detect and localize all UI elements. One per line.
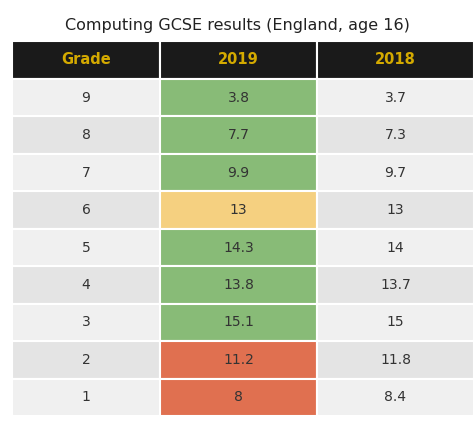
Text: 8: 8 [82,128,91,142]
Text: 6: 6 [82,203,91,217]
Text: 1: 1 [82,390,91,404]
Text: 9: 9 [82,91,91,105]
Bar [160,79,317,116]
Text: 5: 5 [82,241,91,254]
Text: 7.3: 7.3 [384,128,406,142]
Text: 13.8: 13.8 [223,278,254,292]
Bar [160,379,317,416]
Bar [317,116,474,154]
Text: 7.7: 7.7 [228,128,249,142]
Bar [160,116,317,154]
Bar [160,191,317,229]
Bar [317,229,474,266]
Bar [12,229,160,266]
Bar [12,154,160,191]
Bar [12,191,160,229]
Bar [317,191,474,229]
Bar [317,341,474,379]
Text: 11.8: 11.8 [380,353,411,367]
Bar [160,229,317,266]
Text: Grade: Grade [61,52,111,67]
Bar [160,41,317,79]
Bar [160,154,317,191]
Bar [12,266,160,304]
Text: 3.7: 3.7 [384,91,406,105]
Bar [317,379,474,416]
Bar [160,304,317,341]
Text: 14: 14 [387,241,404,254]
Text: 3.8: 3.8 [228,91,249,105]
Bar [317,266,474,304]
Text: 13.7: 13.7 [380,278,411,292]
Bar [12,379,160,416]
Text: 15: 15 [387,315,404,329]
Text: 7: 7 [82,166,91,180]
Text: 8: 8 [234,390,243,404]
Bar [317,41,474,79]
Bar [160,341,317,379]
Text: 9.9: 9.9 [228,166,250,180]
Text: 2: 2 [82,353,91,367]
Bar [160,266,317,304]
Bar [317,79,474,116]
Bar [12,79,160,116]
Text: 11.2: 11.2 [223,353,254,367]
Bar [12,304,160,341]
Bar [12,341,160,379]
Bar [12,41,160,79]
Text: 15.1: 15.1 [223,315,254,329]
Bar [12,116,160,154]
Text: 9.7: 9.7 [384,166,407,180]
Text: 2019: 2019 [218,52,259,67]
Text: 8.4: 8.4 [384,390,407,404]
Text: 13: 13 [387,203,404,217]
Text: Computing GCSE results (England, age 16): Computing GCSE results (England, age 16) [64,18,410,33]
Text: 3: 3 [82,315,91,329]
Bar [317,304,474,341]
Text: 4: 4 [82,278,91,292]
Bar [317,154,474,191]
Text: 13: 13 [230,203,247,217]
Text: 2018: 2018 [375,52,416,67]
Text: 14.3: 14.3 [223,241,254,254]
